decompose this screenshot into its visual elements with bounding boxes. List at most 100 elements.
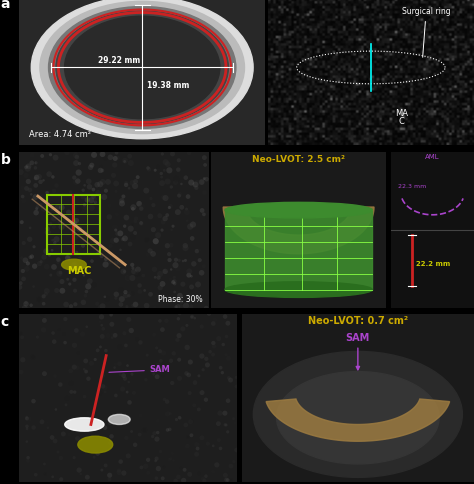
Text: Phase: 30%: Phase: 30% (158, 295, 203, 304)
Point (94, 189, 102, 197)
Point (23, 425, 31, 433)
Point (72, 301, 79, 308)
Point (20, 275, 27, 283)
Point (174, 265, 182, 272)
Text: MA
C: MA C (395, 108, 408, 126)
Point (117, 246, 124, 254)
Text: 22.3 mm: 22.3 mm (398, 184, 426, 189)
Text: SAM: SAM (109, 365, 171, 375)
Point (102, 256, 109, 263)
Point (72, 178, 80, 186)
Point (157, 195, 165, 202)
Point (98, 252, 105, 260)
Point (149, 250, 157, 258)
Point (177, 464, 185, 472)
Point (38, 257, 46, 265)
Point (210, 442, 217, 450)
Point (156, 212, 164, 220)
Point (210, 339, 217, 347)
Point (167, 455, 174, 463)
Point (37, 178, 45, 186)
Point (222, 351, 230, 359)
Point (26, 186, 34, 194)
Point (83, 196, 91, 204)
Point (99, 333, 106, 340)
Point (215, 335, 222, 343)
Point (40, 300, 47, 307)
Point (40, 177, 47, 184)
Point (102, 154, 109, 162)
Text: SAM: SAM (346, 333, 370, 370)
Point (98, 313, 105, 321)
Point (195, 469, 203, 477)
Point (188, 313, 196, 321)
Point (166, 409, 174, 417)
Point (99, 166, 106, 174)
Point (145, 166, 153, 173)
Point (102, 187, 109, 195)
Point (174, 315, 182, 323)
Point (164, 410, 171, 418)
Point (122, 434, 130, 442)
Text: b: b (0, 153, 10, 167)
Point (94, 249, 102, 257)
Point (155, 465, 162, 472)
Point (183, 321, 191, 329)
Point (40, 326, 47, 334)
Point (71, 260, 79, 268)
Point (84, 283, 92, 290)
Point (187, 418, 194, 425)
Point (73, 327, 80, 334)
Point (78, 261, 85, 269)
Point (99, 382, 107, 390)
Point (108, 331, 116, 338)
Point (230, 415, 237, 423)
Point (49, 473, 56, 481)
Point (149, 433, 156, 440)
Point (163, 265, 171, 273)
Point (125, 300, 132, 307)
Point (127, 225, 135, 232)
Point (75, 169, 82, 177)
Point (185, 268, 193, 275)
Ellipse shape (78, 436, 113, 453)
Point (188, 235, 196, 242)
Point (183, 370, 191, 378)
Ellipse shape (109, 414, 130, 424)
Point (200, 366, 207, 374)
Point (210, 468, 217, 475)
Point (183, 208, 191, 216)
Point (121, 330, 128, 337)
Point (141, 287, 148, 294)
Point (129, 179, 137, 187)
Point (219, 369, 226, 377)
Point (124, 274, 131, 282)
Point (232, 374, 240, 381)
Point (48, 434, 56, 441)
Point (113, 211, 121, 218)
Point (198, 269, 205, 277)
Point (64, 168, 72, 176)
Point (111, 154, 119, 162)
Point (72, 159, 80, 167)
Point (32, 193, 39, 201)
Point (124, 274, 132, 282)
Point (172, 261, 179, 269)
Point (116, 343, 123, 351)
Point (29, 353, 36, 361)
Point (174, 302, 182, 310)
Point (71, 388, 79, 396)
Point (55, 256, 62, 263)
Point (105, 258, 113, 266)
Point (203, 175, 210, 183)
Point (24, 165, 32, 172)
Point (176, 414, 184, 422)
Point (134, 266, 142, 273)
Point (173, 175, 180, 183)
Polygon shape (225, 210, 372, 289)
Point (99, 302, 106, 310)
Point (213, 461, 220, 469)
Point (191, 401, 198, 409)
Point (210, 343, 218, 350)
Point (119, 235, 127, 243)
